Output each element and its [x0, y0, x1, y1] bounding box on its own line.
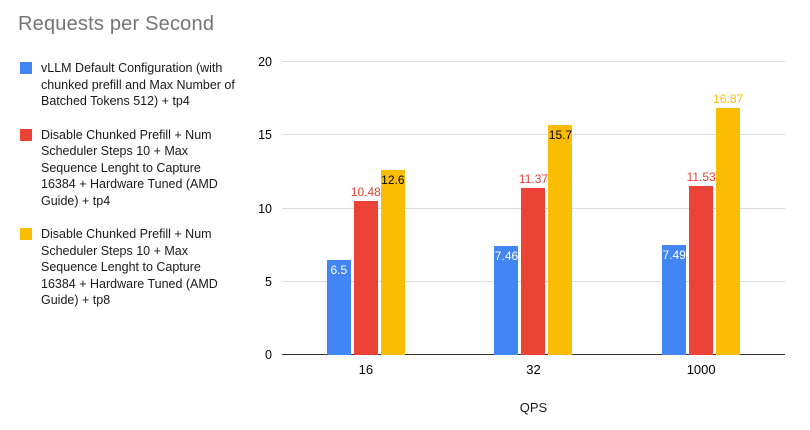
y-tick-label: 20 — [258, 55, 272, 69]
legend-label: Disable Chunked Prefill + Num Scheduler … — [41, 127, 218, 208]
bar[interactable]: 10.48 — [351, 185, 381, 355]
legend-item: vLLM Default Configuration (with chunked… — [20, 60, 238, 110]
bar-value-label: 7.46 — [494, 248, 519, 263]
bar[interactable]: 7.49 — [662, 245, 687, 355]
legend-label: vLLM Default Configuration (with chunked… — [41, 61, 235, 108]
bar[interactable]: 11.53 — [687, 170, 716, 355]
y-tick-label: 15 — [258, 128, 272, 143]
legend: vLLM Default Configuration (with chunked… — [20, 60, 238, 309]
bar[interactable]: 6.5 — [326, 259, 351, 355]
bar[interactable]: 7.46 — [494, 245, 519, 355]
bar[interactable]: 12.6 — [380, 170, 405, 355]
bar-value-label: 11.53 — [686, 170, 716, 185]
x-axis-title: QPS — [519, 400, 548, 415]
bar[interactable]: 15.7 — [548, 125, 573, 355]
y-tick-label: 10 — [258, 201, 272, 216]
bar-value-label: 6.5 — [330, 262, 348, 277]
bar-value-label: 15.7 — [548, 128, 573, 142]
bar-value-label: 7.49 — [662, 248, 686, 263]
legend-item: Disable Chunked Prefill + Num Scheduler … — [20, 127, 238, 210]
legend-item: Disable Chunked Prefill + Num Scheduler … — [20, 226, 238, 309]
y-tick-label: 5 — [265, 274, 272, 289]
x-tick-label: 1000 — [686, 362, 716, 377]
y-tick-label: 0 — [265, 348, 272, 362]
chart: 0 5 10 15 20 6.5 10.48 12.6 7.46 11.37 15.7 7.49 11… — [250, 52, 795, 422]
chart-title: Requests per Second — [18, 13, 215, 35]
bar-value-label: 16.87 — [713, 91, 744, 106]
legend-swatch — [20, 128, 32, 141]
bar-group: 7.46 11.37 15.7 — [450, 62, 618, 355]
x-axis: 16 32 1000 — [282, 362, 785, 380]
bar[interactable]: 11.37 — [519, 172, 548, 355]
bar-value-label: 11.37 — [518, 172, 549, 187]
bar[interactable]: 16.87 — [713, 92, 743, 355]
bar-group: 7.49 11.53 16.87 — [617, 62, 785, 355]
bar-value-label: 12.6 — [381, 173, 405, 188]
plot-area: 6.5 10.48 12.6 7.46 11.37 15.7 7.49 11.53 16.87 — [282, 61, 785, 355]
y-axis: 0 5 10 15 20 — [250, 55, 274, 362]
x-tick-label: 16 — [358, 362, 374, 377]
gridline — [282, 61, 785, 62]
bar-value-label: 10.48 — [350, 185, 381, 200]
legend-swatch — [20, 228, 32, 240]
legend-swatch — [20, 62, 32, 74]
gridline — [282, 134, 785, 136]
legend-label: Disable Chunked Prefill + Num Scheduler … — [41, 227, 218, 307]
x-tick-label: 32 — [526, 362, 541, 377]
bar-group: 6.5 10.48 12.6 — [282, 62, 450, 355]
